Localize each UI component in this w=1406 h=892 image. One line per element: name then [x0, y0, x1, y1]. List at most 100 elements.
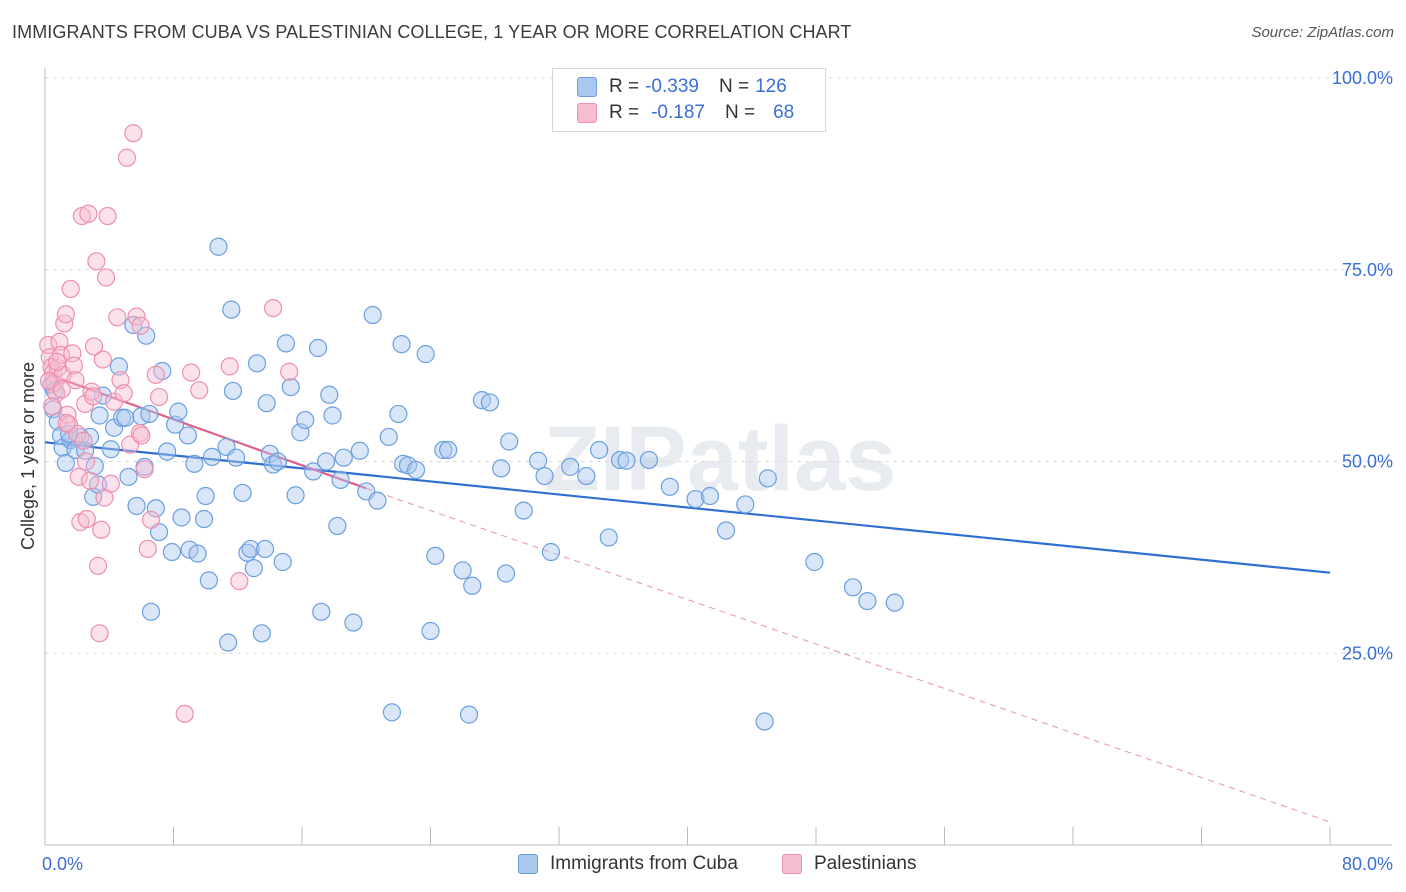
data-point-cuba: [178, 426, 198, 445]
trend-line-palestinians: [44, 372, 367, 490]
data-point-cuba: [426, 546, 445, 565]
data-point-cuba: [162, 542, 181, 562]
data-point-cuba: [157, 442, 177, 461]
data-point-cuba: [541, 542, 561, 562]
data-point-cuba: [146, 499, 165, 518]
data-point-cuba: [316, 452, 336, 471]
legend-label-palestinians: Palestinians: [814, 853, 917, 874]
data-point-cuba: [199, 571, 218, 590]
data-point-palestinians: [141, 510, 161, 529]
y-tick-label: 50.0%: [1342, 452, 1393, 472]
data-point-cuba: [459, 705, 479, 724]
data-point-cuba: [140, 404, 159, 424]
data-point-palestinians: [80, 471, 100, 490]
source-credit: Source: ZipAtlas.com: [1251, 24, 1394, 41]
data-point-palestinians: [55, 314, 74, 333]
data-point-palestinians: [56, 305, 75, 324]
series-palestinians-points: [39, 124, 299, 723]
cuba-swatch: [577, 77, 597, 97]
y-tick-label: 25.0%: [1342, 643, 1393, 663]
data-point-palestinians: [280, 362, 299, 381]
data-point-cuba: [529, 451, 548, 470]
n-label: N =: [724, 102, 756, 123]
axes: [44, 68, 1392, 846]
data-point-cuba: [244, 559, 263, 578]
data-point-palestinians: [52, 380, 71, 399]
data-point-cuba: [577, 466, 596, 486]
data-point-cuba: [56, 453, 75, 473]
data-point-palestinians: [230, 572, 249, 591]
data-point-cuba: [90, 406, 109, 425]
y-tick-label: 75.0%: [1342, 260, 1393, 280]
data-point-palestinians: [64, 356, 84, 375]
data-point-cuba: [223, 381, 243, 401]
data-point-cuba: [247, 354, 267, 373]
data-point-cuba: [202, 447, 222, 466]
data-point-cuba: [496, 564, 516, 583]
data-point-palestinians: [132, 426, 151, 445]
data-point-cuba: [209, 237, 228, 256]
r-label: R =: [609, 76, 640, 97]
data-point-palestinians: [127, 307, 146, 326]
data-point-cuba: [219, 633, 238, 652]
data-point-palestinians: [98, 206, 117, 226]
palestinians-swatch: [577, 103, 597, 123]
legend-item-cuba[interactable]: Immigrants from Cuba: [518, 852, 738, 876]
y-axis-label: College, 1 year or more: [18, 362, 38, 550]
data-point-cuba: [344, 613, 363, 632]
data-point-cuba: [286, 486, 305, 505]
y-axis-title: College, 1 year or more: [18, 362, 38, 550]
data-point-cuba: [312, 602, 331, 621]
trend-line-cuba: [44, 441, 1331, 574]
data-point-cuba: [500, 432, 519, 451]
data-point-cuba: [185, 454, 204, 473]
tick-labels: 25.0% 50.0% 75.0% 100.0% 0.0% 80.0%: [42, 68, 1393, 874]
data-point-cuba: [736, 495, 755, 514]
data-point-palestinians: [124, 124, 143, 143]
data-point-palestinians: [43, 397, 62, 416]
trend-line-palestinians-extended: [366, 487, 1331, 823]
legend-item-palestinians[interactable]: Palestinians: [782, 852, 916, 876]
data-point-palestinians: [50, 332, 69, 351]
data-point-palestinians: [190, 381, 209, 400]
r-label: R =: [609, 102, 640, 123]
palestinians-legend-swatch: [782, 854, 802, 874]
data-point-cuba: [276, 334, 296, 353]
r-value-palestinians: -0.187: [651, 102, 705, 123]
data-point-cuba: [196, 486, 215, 506]
data-point-palestinians: [57, 414, 76, 433]
data-point-cuba: [392, 335, 411, 354]
data-point-palestinians: [39, 371, 59, 391]
data-point-cuba: [368, 491, 387, 510]
data-point-cuba: [590, 440, 609, 460]
data-point-cuba: [296, 410, 315, 430]
data-point-cuba: [561, 457, 580, 476]
data-point-cuba: [686, 489, 705, 509]
data-point-cuba: [535, 466, 554, 486]
data-point-cuba: [439, 440, 458, 460]
data-point-cuba: [241, 539, 260, 559]
n-value-cuba: 126: [755, 76, 787, 97]
data-point-cuba: [328, 516, 347, 536]
watermark: ZIPatlas: [544, 408, 897, 510]
data-point-cuba: [463, 576, 482, 595]
data-point-cuba: [273, 552, 292, 572]
data-point-cuba: [169, 402, 188, 421]
data-point-cuba: [755, 712, 774, 731]
chart-title: IMMIGRANTS FROM CUBA VS PALESTINIAN COLL…: [12, 22, 852, 42]
series-cuba-points: [42, 237, 904, 731]
data-point-cuba: [599, 528, 618, 547]
y-tick-label: 100.0%: [1332, 68, 1393, 88]
data-point-cuba: [116, 408, 135, 427]
data-point-palestinians: [117, 148, 137, 167]
data-point-cuba: [334, 448, 353, 467]
data-point-cuba: [304, 462, 323, 481]
data-point-cuba: [660, 477, 679, 496]
data-point-cuba: [639, 450, 659, 470]
data-point-cuba: [416, 345, 435, 364]
data-point-cuba: [885, 593, 904, 612]
data-point-cuba: [480, 393, 500, 412]
data-point-cuba: [281, 378, 300, 397]
data-point-cuba: [93, 386, 112, 405]
